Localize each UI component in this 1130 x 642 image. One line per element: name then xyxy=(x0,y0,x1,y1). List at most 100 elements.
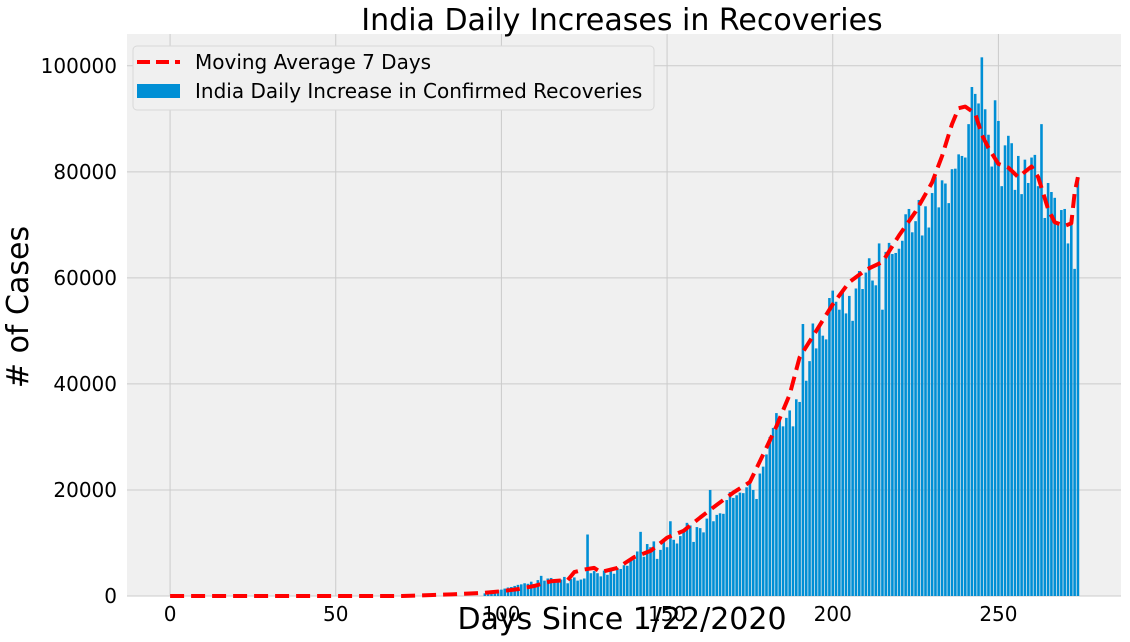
bar xyxy=(655,558,659,596)
bar xyxy=(887,242,891,596)
x-axis-ticks: 0 50 100 150 200 250 xyxy=(164,602,1018,626)
bar xyxy=(904,214,907,596)
bar xyxy=(861,289,864,596)
bar xyxy=(582,578,586,596)
bar xyxy=(993,100,997,596)
bar xyxy=(619,568,622,596)
bar xyxy=(626,565,629,596)
bar xyxy=(702,532,705,596)
bar xyxy=(1046,182,1050,596)
bar xyxy=(698,528,702,596)
bar xyxy=(649,547,652,596)
bar xyxy=(1033,154,1037,596)
bar xyxy=(1007,135,1010,597)
bar xyxy=(612,573,616,596)
bar xyxy=(519,584,523,596)
bar xyxy=(1063,208,1066,596)
bar xyxy=(914,221,917,596)
bar xyxy=(718,513,722,596)
bar xyxy=(503,588,507,596)
bar xyxy=(672,539,675,596)
bar xyxy=(642,556,646,596)
y-tick-label: 60000 xyxy=(53,266,117,290)
bar xyxy=(917,199,921,597)
bar xyxy=(1036,186,1040,596)
bar xyxy=(579,579,583,596)
bar xyxy=(1056,221,1060,596)
bar xyxy=(712,521,715,596)
bar xyxy=(963,157,967,596)
bar xyxy=(1020,194,1023,596)
bar xyxy=(722,513,725,596)
bar xyxy=(818,324,821,596)
bar xyxy=(980,57,984,596)
bar xyxy=(854,288,858,596)
bar xyxy=(735,495,738,596)
bar xyxy=(828,298,831,596)
bar xyxy=(529,581,533,596)
legend-moving-average-label: Moving Average 7 Days xyxy=(195,50,431,74)
bar xyxy=(960,155,964,596)
bar xyxy=(768,436,772,596)
bar xyxy=(834,301,838,596)
bar xyxy=(741,493,745,596)
bar xyxy=(536,580,540,596)
bar xyxy=(761,466,765,596)
bar xyxy=(891,254,894,596)
bar xyxy=(1016,155,1020,596)
bar xyxy=(781,426,785,596)
bar xyxy=(566,583,569,596)
bar xyxy=(785,417,788,596)
bar xyxy=(778,416,782,596)
bar xyxy=(573,577,576,596)
bar xyxy=(688,525,692,596)
bar xyxy=(758,473,762,596)
bar xyxy=(596,573,599,596)
bar xyxy=(804,380,808,596)
bar xyxy=(954,168,957,597)
bar xyxy=(652,541,656,596)
bar xyxy=(881,309,884,596)
bar xyxy=(679,536,682,596)
bar xyxy=(924,206,927,596)
bar xyxy=(606,574,609,596)
bar xyxy=(944,183,947,596)
bar xyxy=(798,401,801,596)
bar xyxy=(692,541,695,596)
bar xyxy=(841,291,844,596)
x-tick-label: 50 xyxy=(323,602,348,626)
y-tick-label: 40000 xyxy=(53,372,117,396)
bar xyxy=(546,578,550,596)
bar xyxy=(556,579,560,596)
bar xyxy=(970,87,974,597)
bar xyxy=(808,361,811,596)
bar xyxy=(1050,191,1053,597)
y-tick-label: 100000 xyxy=(41,54,117,78)
bar xyxy=(934,177,937,596)
y-tick-label: 0 xyxy=(104,584,117,608)
bar xyxy=(1066,243,1070,596)
bar xyxy=(745,487,748,596)
bar xyxy=(814,348,818,596)
bar xyxy=(838,309,841,596)
bar xyxy=(947,203,950,596)
bar xyxy=(967,124,970,596)
bar xyxy=(1076,177,1080,596)
bar xyxy=(738,492,742,596)
bar xyxy=(586,534,589,596)
bar xyxy=(576,580,579,596)
bar xyxy=(563,576,566,596)
x-tick-label: 250 xyxy=(979,602,1017,626)
bar xyxy=(894,252,897,596)
chart-title: India Daily Increases in Recoveries xyxy=(361,3,882,38)
bar xyxy=(523,583,526,596)
bar xyxy=(1043,217,1047,597)
bar xyxy=(884,251,888,597)
bar xyxy=(622,565,626,596)
legend-bar-label: India Daily Increase in Confirmed Recove… xyxy=(195,79,642,103)
bar xyxy=(940,180,944,596)
legend-bar-swatch xyxy=(137,84,180,98)
bar xyxy=(851,320,854,596)
bar xyxy=(549,577,553,596)
